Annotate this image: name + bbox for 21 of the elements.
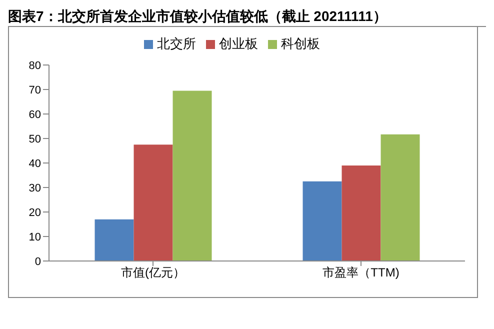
y-tick-label: 80	[28, 60, 41, 72]
bar	[172, 90, 212, 261]
y-tick-label: 50	[28, 133, 41, 146]
legend-label: 创业板	[219, 36, 258, 51]
bar	[380, 134, 420, 261]
y-tick-label: 60	[28, 108, 41, 121]
bar	[302, 181, 342, 261]
legend-label: 科创板	[281, 36, 320, 51]
bar	[134, 144, 173, 261]
chart-title: 图表7：北交所首发企业市值较小估值较低（截止 20211111）	[8, 8, 486, 27]
x-tick-label: 市值(亿元）	[121, 266, 185, 280]
bar	[342, 165, 381, 261]
x-tick-label: 市盈率（TTM)	[322, 266, 400, 280]
bar	[94, 219, 134, 261]
y-tick-label: 10	[28, 231, 41, 244]
y-tick-label: 20	[28, 206, 41, 219]
y-tick-label: 0	[34, 256, 41, 268]
legend-label: 北交所	[157, 36, 196, 51]
y-tick-label: 30	[28, 182, 41, 194]
y-tick-label: 40	[28, 158, 41, 170]
y-tick-label: 70	[28, 84, 41, 96]
